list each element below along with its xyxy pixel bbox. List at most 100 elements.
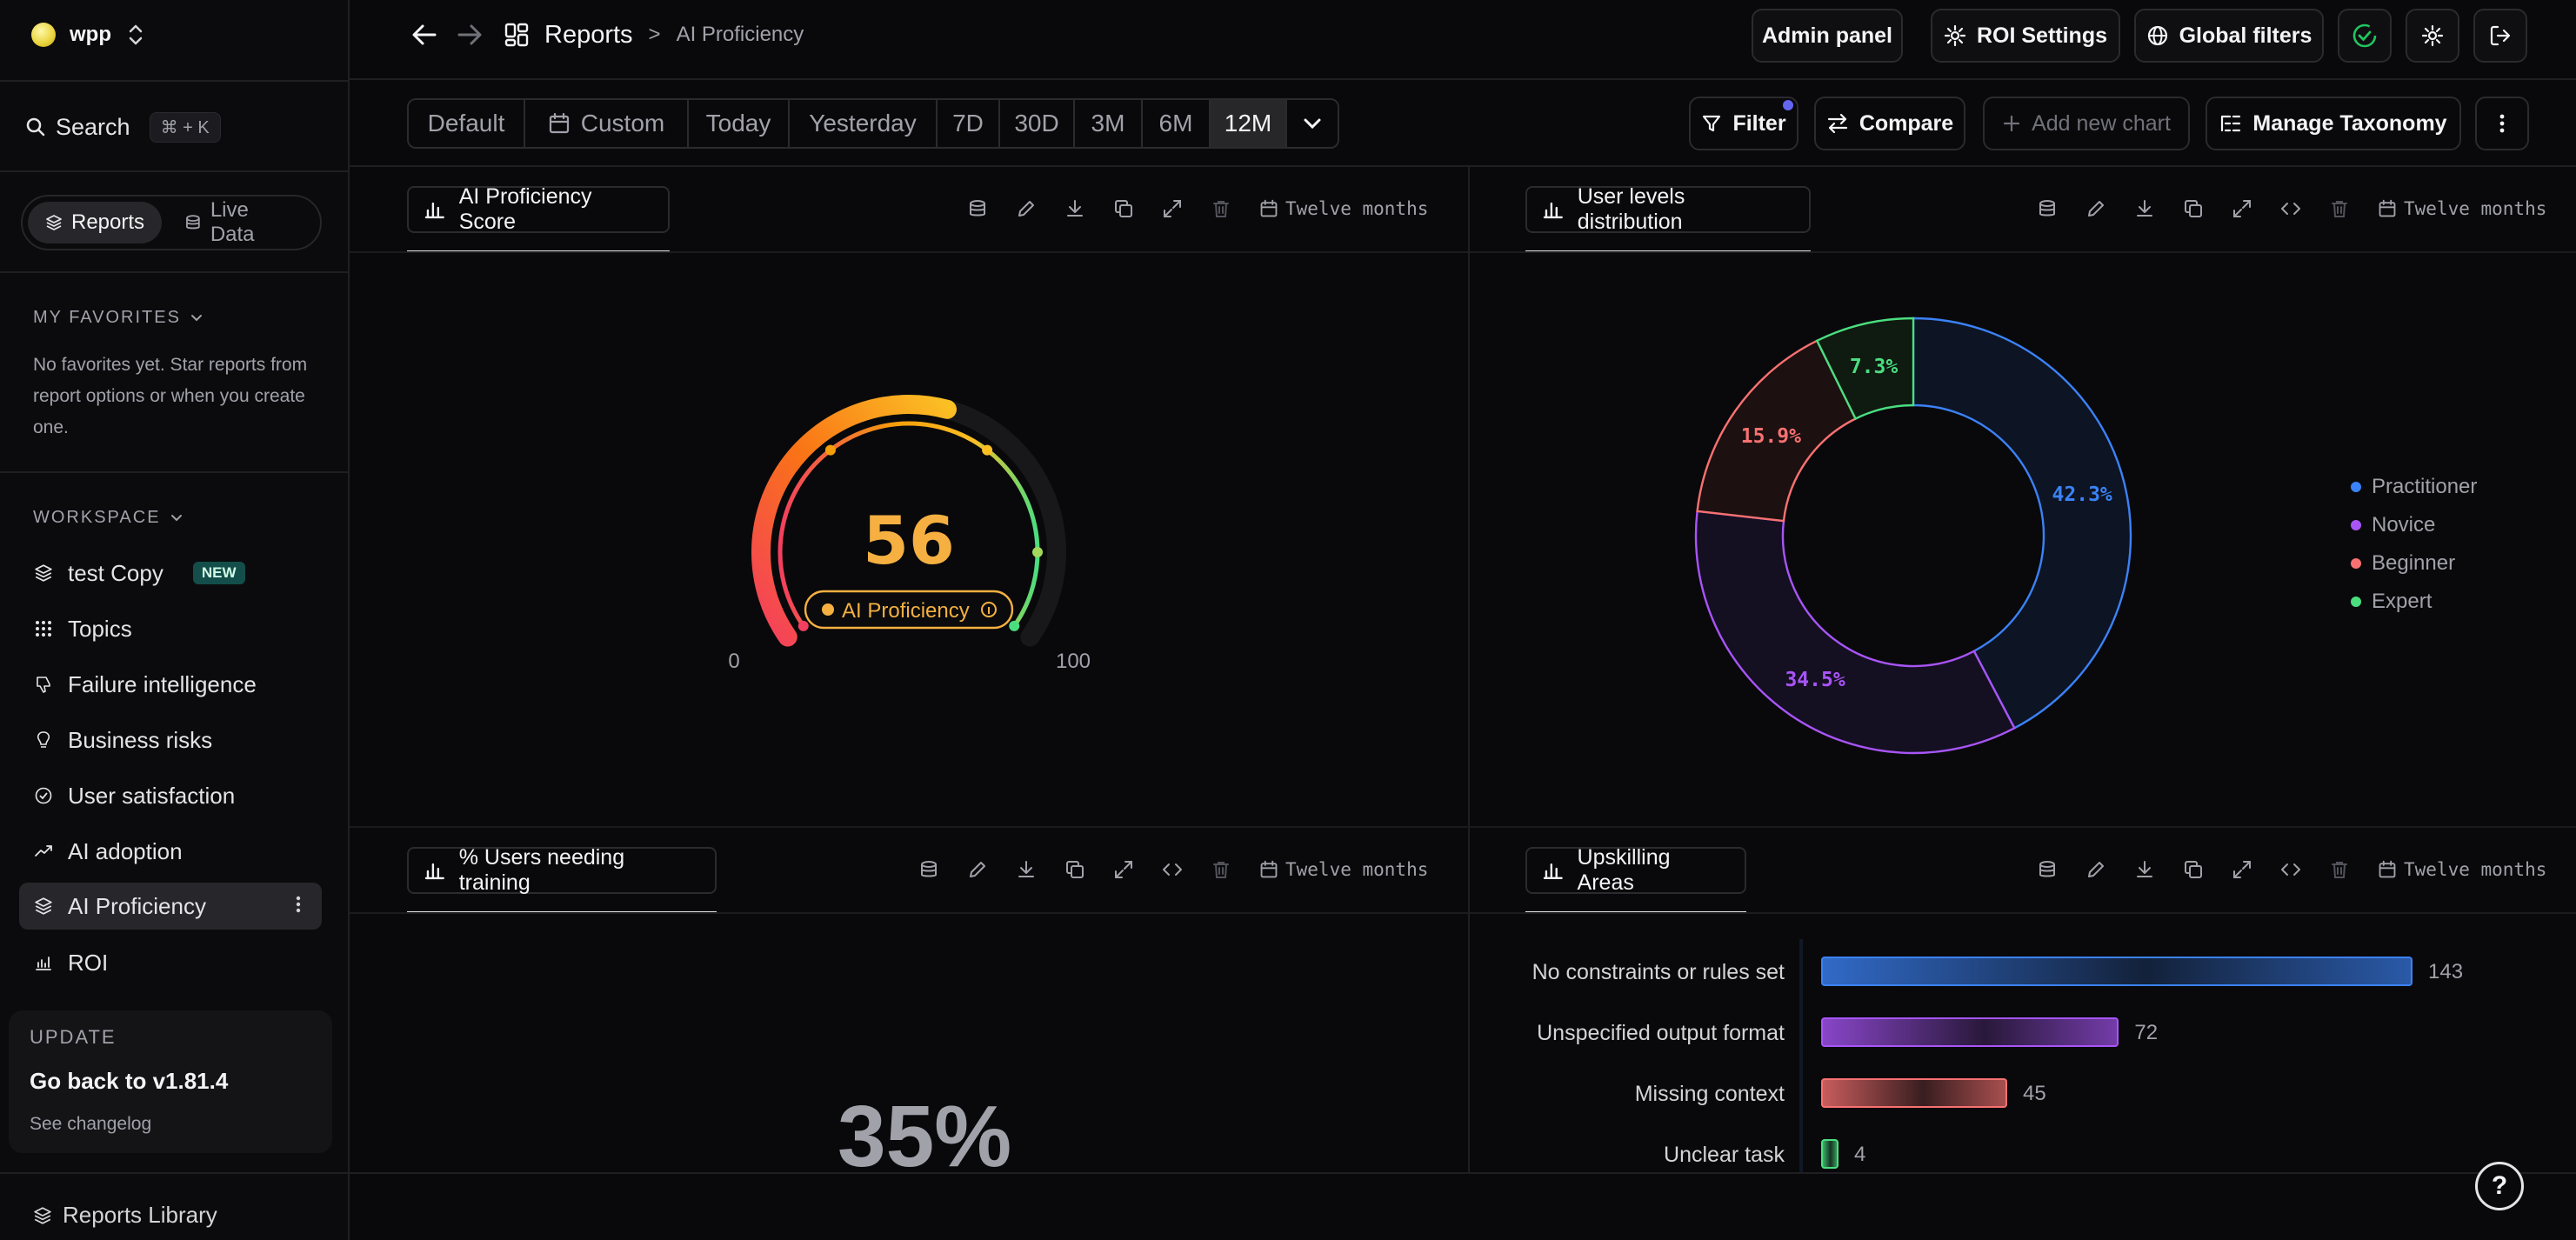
workspace-toggle[interactable]: WORKSPACE bbox=[33, 508, 184, 528]
code-icon[interactable] bbox=[2280, 198, 2301, 219]
workspace-switcher[interactable]: wpp bbox=[31, 17, 146, 52]
filter-button[interactable]: Filter bbox=[1689, 97, 1799, 150]
sidebar-item-business-risks[interactable]: Business risks bbox=[19, 717, 322, 763]
edit-pencil-icon[interactable] bbox=[967, 859, 988, 880]
legend-item-practitioner[interactable]: Practitioner bbox=[2351, 468, 2477, 506]
gauge-inner-arc bbox=[777, 421, 1040, 629]
sidebar-item-failure-intelligence[interactable]: Failure intelligence bbox=[19, 661, 322, 708]
sidebar-item-ai-adoption[interactable]: AI adoption bbox=[19, 828, 322, 875]
info-icon[interactable] bbox=[981, 602, 997, 617]
code-icon[interactable] bbox=[1162, 859, 1183, 880]
settings-button[interactable] bbox=[2406, 9, 2459, 63]
download-icon[interactable] bbox=[2134, 859, 2155, 880]
donut-slice-expert[interactable] bbox=[1815, 317, 1915, 421]
trash-icon[interactable] bbox=[2329, 198, 2350, 219]
time-range-today[interactable]: Today bbox=[689, 100, 790, 147]
changelog-link[interactable]: See changelog bbox=[30, 1114, 152, 1134]
mode-reports[interactable]: Reports bbox=[28, 202, 163, 243]
copy-icon[interactable] bbox=[2183, 198, 2204, 219]
time-range-7d[interactable]: 7D bbox=[938, 100, 1000, 147]
chevron-down-icon bbox=[1304, 118, 1321, 130]
bar[interactable] bbox=[1821, 1078, 2007, 1108]
sidebar-item-user-satisfaction[interactable]: User satisfaction bbox=[19, 772, 322, 819]
sidebar-item-test-copy[interactable]: test Copy NEW bbox=[19, 550, 322, 597]
panel-tab-user-levels-distribution[interactable]: User levels distribution bbox=[1525, 184, 1811, 234]
database-icon[interactable] bbox=[2037, 198, 2058, 219]
bar-chart-icon bbox=[33, 952, 54, 973]
time-range-yesterday[interactable]: Yesterday bbox=[790, 100, 938, 147]
download-icon[interactable] bbox=[1016, 859, 1037, 880]
forward-arrow-icon[interactable] bbox=[456, 21, 484, 49]
database-icon[interactable] bbox=[2037, 859, 2058, 880]
legend-item-expert[interactable]: Expert bbox=[2351, 583, 2477, 621]
bar[interactable] bbox=[1821, 957, 2412, 986]
panel-header-divider bbox=[1470, 251, 2576, 253]
download-icon[interactable] bbox=[1064, 198, 1085, 219]
favorites-toggle[interactable]: MY FAVORITES bbox=[33, 308, 204, 328]
update-headline[interactable]: Go back to v1.81.4 bbox=[30, 1068, 229, 1094]
breadcrumb-current: AI Proficiency bbox=[676, 23, 804, 46]
copy-icon[interactable] bbox=[1064, 859, 1085, 880]
expand-icon[interactable] bbox=[1162, 198, 1183, 219]
search-icon bbox=[26, 117, 45, 137]
trash-icon[interactable] bbox=[1211, 859, 1231, 880]
time-range-custom[interactable]: Custom bbox=[525, 100, 689, 147]
panel-tab-ai-proficiency-score[interactable]: AI Proficiency Score bbox=[407, 184, 670, 234]
global-filters-button[interactable]: Global filters bbox=[2134, 9, 2324, 63]
edit-pencil-icon[interactable] bbox=[2085, 859, 2106, 880]
more-actions-button[interactable] bbox=[2475, 97, 2529, 150]
database-icon[interactable] bbox=[918, 859, 939, 880]
bar[interactable] bbox=[1821, 1139, 1839, 1169]
time-range-label: 7D bbox=[952, 110, 984, 137]
compare-button[interactable]: Compare bbox=[1814, 97, 1965, 150]
panel-header-divider bbox=[350, 251, 1468, 253]
donut-slice-novice[interactable] bbox=[1694, 510, 2016, 755]
trash-icon[interactable] bbox=[1211, 198, 1231, 219]
mode-live-data-label: Live Data bbox=[210, 198, 255, 246]
time-range-3m[interactable]: 3M bbox=[1075, 100, 1143, 147]
manage-taxonomy-button[interactable]: Manage Taxonomy bbox=[2206, 97, 2461, 150]
status-check-button[interactable] bbox=[2338, 9, 2392, 63]
bar[interactable] bbox=[1821, 1017, 2119, 1047]
donut-slice-practitioner[interactable] bbox=[1912, 317, 2132, 730]
trash-icon[interactable] bbox=[2329, 859, 2350, 880]
panel-tab-upskilling-areas[interactable]: Upskilling Areas bbox=[1525, 845, 1746, 895]
sidebar-item-topics[interactable]: Topics bbox=[19, 605, 322, 652]
mode-live-data[interactable]: Live Data bbox=[167, 198, 315, 246]
code-icon[interactable] bbox=[2280, 859, 2301, 880]
time-range-text: Twelve months bbox=[2404, 198, 2547, 219]
expand-icon[interactable] bbox=[2232, 859, 2252, 880]
more-options-icon[interactable] bbox=[296, 893, 301, 920]
layers-icon bbox=[33, 896, 54, 917]
copy-icon[interactable] bbox=[1113, 198, 1134, 219]
expand-icon[interactable] bbox=[1113, 859, 1134, 880]
legend-swatch bbox=[2351, 597, 2361, 607]
time-range-6m[interactable]: 6M bbox=[1143, 100, 1211, 147]
panel-tab-users-needing-training[interactable]: % Users needing training bbox=[407, 845, 717, 895]
add-new-chart-button[interactable]: Add new chart bbox=[1983, 97, 2190, 150]
search-button[interactable]: Search ⌘ + K bbox=[26, 110, 221, 144]
time-range-30d[interactable]: 30D bbox=[1000, 100, 1075, 147]
legend-item-beginner[interactable]: Beginner bbox=[2351, 544, 2477, 583]
filter-active-dot bbox=[1783, 100, 1793, 110]
logout-button[interactable] bbox=[2473, 9, 2527, 63]
edit-pencil-icon[interactable] bbox=[2085, 198, 2106, 219]
roi-settings-button[interactable]: ROI Settings bbox=[1931, 9, 2120, 63]
admin-panel-button[interactable]: Admin panel bbox=[1752, 9, 1903, 63]
back-arrow-icon[interactable] bbox=[410, 21, 438, 49]
reports-library-link[interactable]: Reports Library bbox=[33, 1202, 217, 1229]
download-icon[interactable] bbox=[2134, 198, 2155, 219]
sidebar-item-ai-proficiency[interactable]: AI Proficiency bbox=[19, 883, 322, 930]
time-range-default[interactable]: Default bbox=[409, 100, 525, 147]
sidebar-item-roi[interactable]: ROI bbox=[19, 939, 322, 986]
breadcrumb-reports[interactable]: Reports bbox=[544, 20, 633, 49]
expand-icon[interactable] bbox=[2232, 198, 2252, 219]
legend-item-novice[interactable]: Novice bbox=[2351, 506, 2477, 544]
help-button[interactable]: ? bbox=[2475, 1162, 2524, 1210]
donut-slice-label: 7.3% bbox=[1850, 356, 1899, 378]
database-icon[interactable] bbox=[967, 198, 988, 219]
copy-icon[interactable] bbox=[2183, 859, 2204, 880]
time-range-more[interactable] bbox=[1287, 100, 1338, 147]
edit-pencil-icon[interactable] bbox=[1016, 198, 1037, 219]
time-range-12m[interactable]: 12M bbox=[1211, 100, 1287, 147]
